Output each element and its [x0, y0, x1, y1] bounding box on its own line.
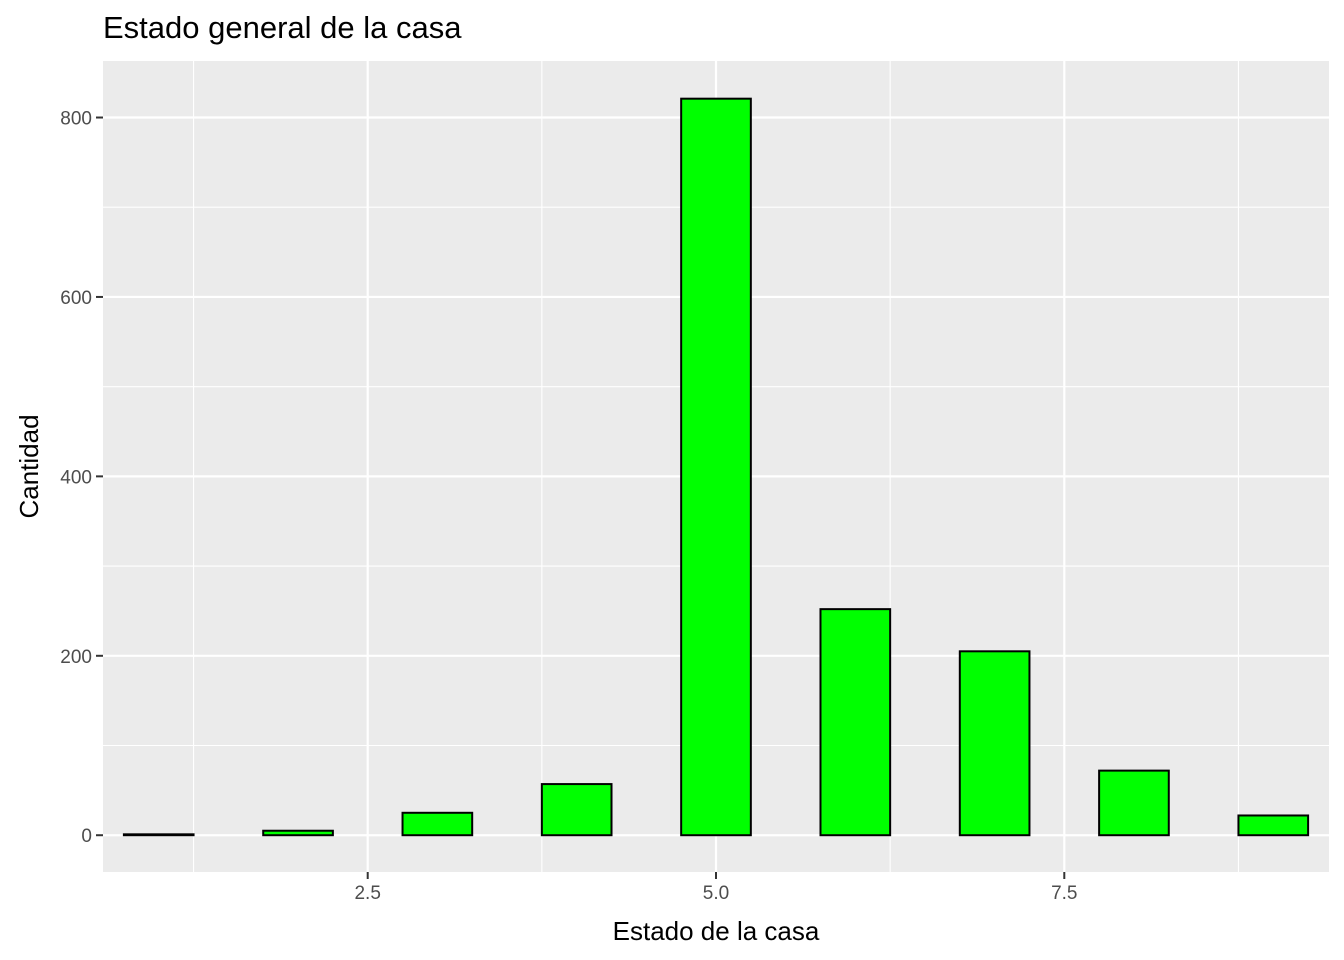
x-axis: 2.5 5.0 7.5	[354, 872, 1078, 904]
bar	[958, 650, 1031, 837]
bars	[122, 97, 1310, 837]
bar	[680, 97, 752, 837]
x-tick-label: 7.5	[1051, 883, 1077, 904]
bar	[262, 829, 334, 837]
y-tick-label: 0	[81, 826, 92, 847]
y-tick-label: 600	[60, 288, 92, 309]
bar	[540, 783, 613, 837]
y-tick-label: 800	[60, 109, 92, 130]
x-axis-title: Estado de la casa	[613, 916, 820, 946]
chart-title: Estado general de la casa	[103, 10, 462, 45]
x-tick-label: 2.5	[354, 883, 380, 904]
bar	[401, 811, 474, 837]
y-tick-label: 200	[60, 647, 92, 668]
y-axis-title: Cantidad	[14, 414, 44, 518]
bar	[122, 833, 195, 837]
bar	[1237, 814, 1310, 837]
bar	[819, 608, 892, 837]
y-axis: 0 200 400 600 800	[60, 109, 103, 847]
bar	[1098, 769, 1170, 837]
y-tick-label: 400	[60, 467, 92, 488]
x-tick-label: 5.0	[703, 883, 729, 904]
